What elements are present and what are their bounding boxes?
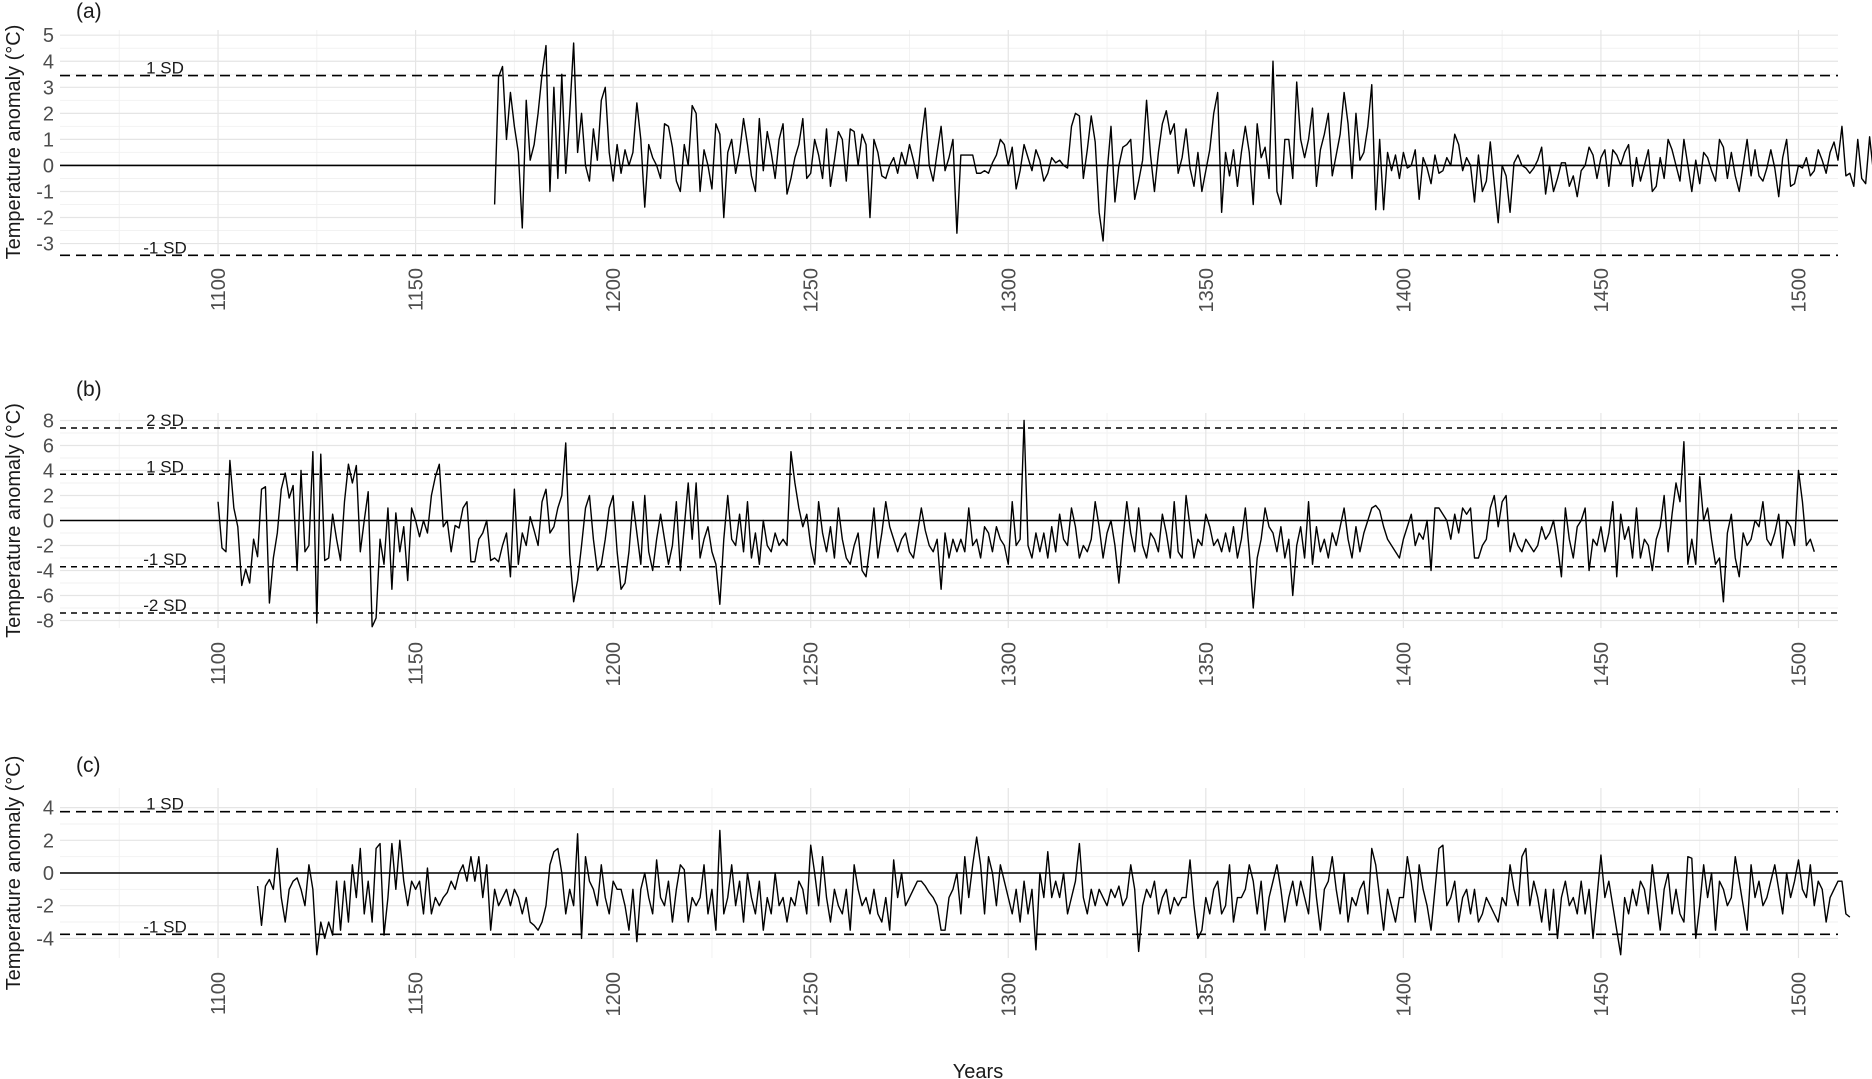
y-axis-title: Temperature anomaly (°C) <box>3 25 25 260</box>
panel-label: (a) <box>76 0 102 23</box>
sd-label: -1 SD <box>143 550 186 569</box>
y-tick-label: 0 <box>43 863 54 885</box>
y-tick-label: -1 <box>36 181 54 203</box>
y-tick-label: -2 <box>36 536 54 558</box>
x-tick-label: 1400 <box>1393 972 1415 1017</box>
y-axis-title: Temperature anomaly (°C) <box>3 403 25 638</box>
y-tick-label: 0 <box>43 511 54 533</box>
y-tick-label: 6 <box>43 436 54 458</box>
x-tick-label: 1500 <box>1788 972 1810 1017</box>
x-tick-label: 1100 <box>208 642 230 685</box>
x-tick-label: 1100 <box>208 972 230 1015</box>
sd-label: 1 SD <box>146 59 184 78</box>
x-tick-label: 1200 <box>603 972 625 1017</box>
plot-area <box>60 30 1838 254</box>
x-tick-label: 1250 <box>801 642 823 687</box>
sd-label: 2 SD <box>146 411 184 430</box>
y-tick-label: -2 <box>36 208 54 230</box>
x-tick-label: 1350 <box>1196 642 1218 687</box>
sd-label: -1 SD <box>143 917 186 936</box>
y-tick-label: -4 <box>36 928 54 950</box>
y-tick-label: 5 <box>43 25 54 47</box>
y-tick-label: -2 <box>36 896 54 918</box>
x-tick-label: 1200 <box>603 268 625 313</box>
panel-c: 1 SD -1 SD -4 -2 0 2 4 1100 1150 1200 1250 1300 1350… <box>3 754 1851 1017</box>
series-line <box>493 42 1872 242</box>
y-tick-label: 2 <box>43 103 54 125</box>
sd-label: -2 SD <box>143 596 186 615</box>
y-tick-label: -8 <box>36 611 54 633</box>
sd-label: 1 SD <box>146 457 184 476</box>
x-tick-label: 1300 <box>998 972 1020 1017</box>
x-tick-label: 1100 <box>208 268 230 311</box>
x-axis-title: Years <box>953 1061 1003 1079</box>
y-tick-label: 3 <box>43 77 54 99</box>
x-tick-label: 1450 <box>1591 972 1613 1017</box>
panel-label: (c) <box>76 754 101 777</box>
y-tick-label: -4 <box>36 561 54 583</box>
panel-b: 2 SD 1 SD -1 SD -2 SD -8 -6 -4 -2 0 2 4 6 8 1100 1150 1… <box>3 378 1838 687</box>
y-tick-label: 8 <box>43 411 54 433</box>
sd-label: 1 SD <box>146 795 184 814</box>
series-line <box>256 829 1851 956</box>
x-tick-label: 1400 <box>1393 268 1415 313</box>
x-tick-label: 1400 <box>1393 642 1415 687</box>
x-tick-label: 1250 <box>801 972 823 1017</box>
y-tick-label: 4 <box>43 461 54 483</box>
x-tick-label: 1150 <box>406 642 428 685</box>
y-tick-label: 4 <box>43 51 54 73</box>
y-tick-label: -6 <box>36 586 54 608</box>
y-tick-label: -3 <box>36 234 54 256</box>
panel-a: 1 SD -1 SD -3 -2 -1 0 1 2 3 4 5 1100 1150 1200 1250 130… <box>3 0 1872 313</box>
sd-label: -1 SD <box>143 238 186 257</box>
x-tick-label: 1500 <box>1788 642 1810 687</box>
y-tick-label: 0 <box>43 155 54 177</box>
y-tick-label: 1 <box>43 129 54 151</box>
x-tick-label: 1500 <box>1788 268 1810 313</box>
y-axis-title: Temperature anomaly (°C) <box>3 756 25 991</box>
x-tick-label: 1350 <box>1196 972 1218 1017</box>
x-tick-label: 1200 <box>603 642 625 687</box>
x-tick-label: 1300 <box>998 642 1020 687</box>
x-tick-label: 1150 <box>406 972 428 1015</box>
x-tick-label: 1450 <box>1591 642 1613 687</box>
x-tick-label: 1450 <box>1591 268 1613 313</box>
y-tick-label: 2 <box>43 486 54 508</box>
x-tick-label: 1150 <box>406 268 428 311</box>
x-tick-label: 1300 <box>998 268 1020 313</box>
series-line <box>217 419 1815 628</box>
y-tick-label: 4 <box>43 798 54 820</box>
x-tick-label: 1350 <box>1196 268 1218 313</box>
y-tick-label: 2 <box>43 830 54 852</box>
x-tick-label: 1250 <box>801 268 823 313</box>
panel-label: (b) <box>76 378 102 401</box>
